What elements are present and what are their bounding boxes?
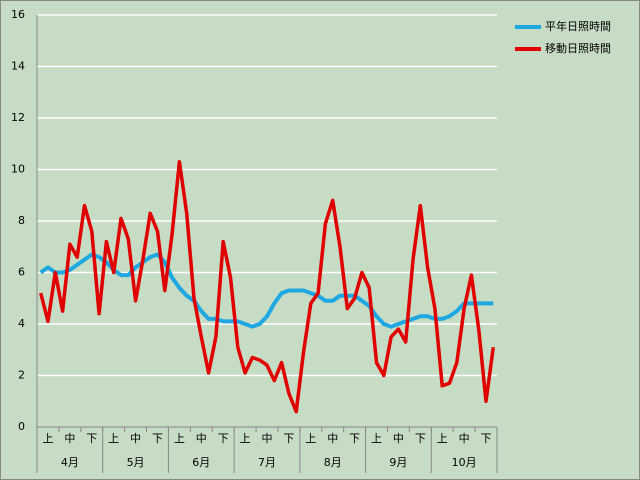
x-tick-label: 上 bbox=[371, 432, 382, 445]
x-tick-label: 中 bbox=[196, 432, 207, 445]
series-line bbox=[39, 252, 494, 329]
y-tick-label: 16 bbox=[11, 8, 25, 21]
y-tick-label: 10 bbox=[11, 163, 25, 176]
x-tick-label: 上 bbox=[174, 432, 185, 445]
legend-label: 移動日照時間 bbox=[545, 41, 611, 55]
x-tick-label: 中 bbox=[64, 432, 75, 445]
x-tick-label: 下 bbox=[218, 432, 229, 445]
x-tick-label: 中 bbox=[393, 432, 404, 445]
x-group-label: 5月 bbox=[127, 456, 145, 469]
x-tick-label: 上 bbox=[108, 432, 119, 445]
x-group-label: 4月 bbox=[61, 456, 79, 469]
x-tick-label: 上 bbox=[305, 432, 316, 445]
y-tick-label: 6 bbox=[18, 266, 25, 279]
x-tick-label: 下 bbox=[86, 432, 97, 445]
x-tick-label: 下 bbox=[415, 432, 426, 445]
x-tick-label: 中 bbox=[327, 432, 338, 445]
x-tick-label: 下 bbox=[152, 432, 163, 445]
x-tick-label: 上 bbox=[42, 432, 53, 445]
x-tick-label: 中 bbox=[262, 432, 273, 445]
x-group-label: 7月 bbox=[258, 456, 276, 469]
x-group-label: 9月 bbox=[389, 456, 407, 469]
legend-label: 平年日照時間 bbox=[545, 19, 611, 33]
x-tick-label: 上 bbox=[240, 432, 251, 445]
y-tick-label: 12 bbox=[11, 111, 25, 124]
x-tick-label: 中 bbox=[130, 432, 141, 445]
x-tick-label: 上 bbox=[437, 432, 448, 445]
series-line bbox=[39, 160, 496, 414]
y-tick-label: 8 bbox=[18, 214, 25, 227]
y-tick-label: 4 bbox=[18, 317, 25, 330]
y-tick-label: 14 bbox=[11, 60, 25, 73]
x-tick-label: 下 bbox=[283, 432, 294, 445]
y-tick-label: 2 bbox=[18, 369, 25, 382]
y-tick-label: 0 bbox=[18, 420, 25, 433]
x-tick-label: 下 bbox=[481, 432, 492, 445]
x-group-label: 8月 bbox=[324, 456, 342, 469]
x-tick-label: 中 bbox=[459, 432, 470, 445]
x-group-label: 10月 bbox=[452, 456, 477, 469]
x-tick-label: 下 bbox=[349, 432, 360, 445]
x-group-label: 6月 bbox=[192, 456, 210, 469]
